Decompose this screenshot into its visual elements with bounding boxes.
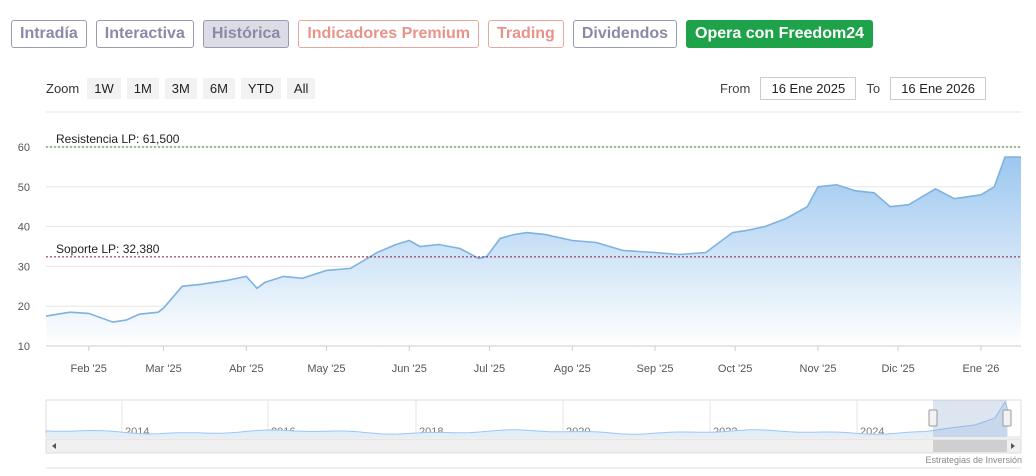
navigator-left-handle[interactable] [928, 409, 938, 427]
zoom-all-button[interactable]: All [286, 78, 316, 99]
x-tick-label: Dic '25 [881, 363, 914, 375]
tab-trading[interactable]: Trading [488, 20, 564, 48]
scrollbar-thumb[interactable] [933, 440, 1007, 452]
y-tick-label: 50 [18, 182, 30, 194]
x-tick-label: Sep '25 [637, 363, 674, 375]
x-tick-label: Jun '25 [392, 363, 427, 375]
zoom-ytd-button[interactable]: YTD [240, 78, 281, 99]
x-tick-label: Ago '25 [554, 363, 591, 375]
from-label: From [720, 81, 751, 96]
navigator-area [46, 402, 1008, 437]
zoom-6m-button[interactable]: 6M [202, 78, 235, 99]
x-tick-label: Abr '25 [229, 363, 264, 375]
y-tick-label: 60 [18, 142, 30, 154]
tab-bar: Intradía Interactiva Histórica Indicadores … [11, 20, 873, 48]
zoom-1m-button[interactable]: 1M [126, 78, 159, 99]
tab-interactiva[interactable]: Interactiva [95, 20, 194, 48]
x-tick-label: Oct '25 [718, 363, 753, 375]
navigator-right-handle[interactable] [1002, 409, 1012, 427]
from-date-input[interactable]: 16 Ene 2025 [760, 77, 857, 100]
x-tick-label: Nov '25 [800, 363, 837, 375]
to-date-input[interactable]: 16 Ene 2026 [890, 77, 987, 100]
navigator-line [45, 400, 1009, 435]
scrollbar-track[interactable] [45, 438, 1022, 454]
zoom-label: Zoom [46, 81, 80, 96]
scroll-right-arrow-icon[interactable] [1011, 443, 1015, 449]
y-tick-label: 40 [18, 222, 30, 234]
zoom-3m-button[interactable]: 3M [164, 78, 197, 99]
to-label: To [866, 81, 881, 96]
tab-indicadores-premium[interactable]: Indicadores Premium [298, 20, 480, 48]
navigator-selection[interactable] [933, 400, 1007, 437]
y-tick-label: 10 [18, 341, 30, 353]
chart-credit: Estrategias de Inversión [925, 455, 1022, 465]
zoom-1w-button[interactable]: 1W [87, 78, 121, 99]
price-area [46, 157, 1021, 346]
tab-hist-rica[interactable]: Histórica [202, 20, 290, 48]
annotation-label: Soporte LP: 32,380 [56, 242, 160, 256]
price-line [45, 156, 1021, 323]
y-tick-label: 30 [18, 261, 30, 273]
x-tick-label: Ene '26 [962, 363, 999, 375]
tab-opera-con-freedom24[interactable]: Opera con Freedom24 [686, 20, 873, 48]
x-tick-label: May '25 [307, 363, 345, 375]
tab-intrad-a[interactable]: Intradía [11, 20, 87, 48]
y-tick-label: 20 [18, 301, 30, 313]
tab-dividendos[interactable]: Dividendos [572, 20, 678, 48]
x-tick-label: Jul '25 [474, 363, 505, 375]
date-range: From 16 Ene 2025 To 16 Ene 2026 [720, 77, 987, 100]
zoom-controls: Zoom 1W 1M 3M 6M YTD All [46, 78, 316, 99]
scroll-left-arrow-icon[interactable] [52, 443, 56, 449]
x-tick-label: Feb '25 [71, 363, 107, 375]
annotation-label: Resistencia LP: 61,500 [56, 132, 180, 146]
x-tick-label: Mar '25 [145, 363, 181, 375]
